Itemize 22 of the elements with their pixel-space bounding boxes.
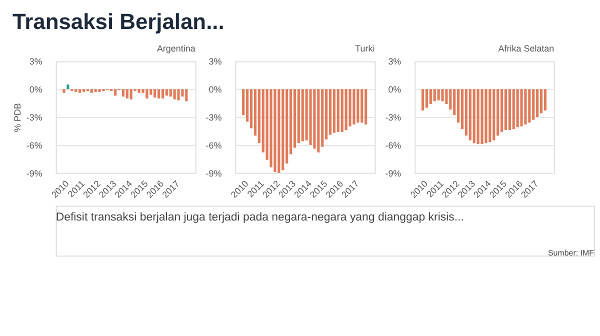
chart-subtitle: Turki xyxy=(355,43,375,54)
y-tick-label: -6% xyxy=(206,140,222,150)
y-tick-label: 0% xyxy=(29,84,42,95)
y-tick-label: -3% xyxy=(26,112,42,123)
y-axis-title: % PDB xyxy=(12,103,22,132)
y-tick-label: -6% xyxy=(26,140,42,150)
y-tick-label: 0% xyxy=(388,84,402,95)
y-tick-label: 3% xyxy=(208,56,222,67)
y-tick-label: -3% xyxy=(385,112,402,123)
y-tick-label: 3% xyxy=(29,56,42,67)
y-tick-label: -9% xyxy=(385,168,402,178)
text: Sumber: IMF xyxy=(548,248,594,258)
y-tick-label: 3% xyxy=(388,56,402,67)
y-tick-label: -3% xyxy=(206,112,222,123)
chart-subtitle: Afrika Selatan xyxy=(498,43,554,54)
y-tick-label: -9% xyxy=(26,168,42,178)
y-tick-label: -9% xyxy=(206,168,222,178)
text: Defisit transaksi berjalan juga terjadi pada negara-negara yang dianggap krisis... xyxy=(56,212,464,224)
y-tick-label: 0% xyxy=(208,84,222,95)
chart-title: Transaksi Berjalan... xyxy=(12,8,224,34)
y-tick-label: -6% xyxy=(385,140,402,150)
chart-subtitle: Argentina xyxy=(156,43,196,54)
